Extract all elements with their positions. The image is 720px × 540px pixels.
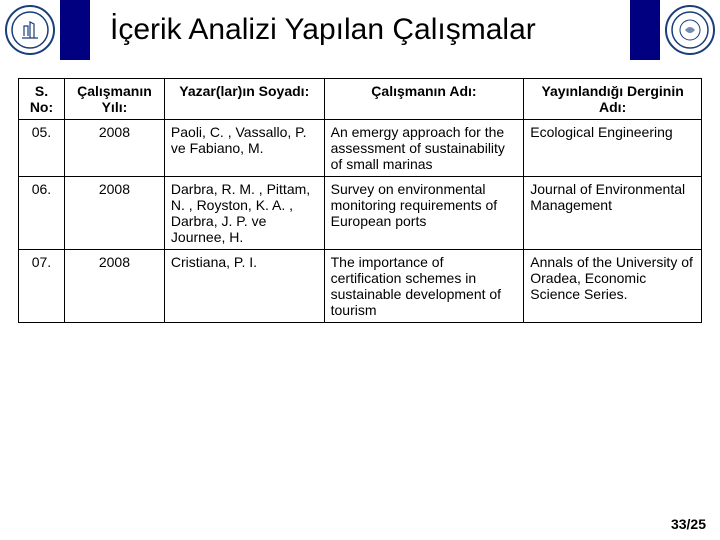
table-header-row: S. No: Çalışmanın Yılı: Yazar(lar)ın Soy… [19,79,702,120]
cell-sno: 06. [19,177,65,250]
table-row: 07. 2008 Cristiana, P. I. The importance… [19,250,702,323]
logo-left [0,0,60,60]
header-year: Çalışmanın Yılı: [64,79,164,120]
cell-study: The importance of certification schemes … [324,250,524,323]
studies-table: S. No: Çalışmanın Yılı: Yazar(lar)ın Soy… [18,78,702,323]
cell-year: 2008 [64,177,164,250]
page-number: 33/25 [671,516,706,532]
header-sno: S. No: [19,79,65,120]
logo-right [660,0,720,60]
cell-journal: Ecological Engineering [524,120,702,177]
header-bar: İçerik Analizi Yapılan Çalışmalar [0,0,720,60]
header-authors: Yazar(lar)ın Soyadı: [164,79,324,120]
title-container: İçerik Analizi Yapılan Çalışmalar [90,0,630,60]
university-logo-left-icon [5,5,55,55]
cell-journal: Annals of the University of Oradea, Econ… [524,250,702,323]
cell-authors: Darbra, R. M. , Pittam, N. , Royston, K.… [164,177,324,250]
university-logo-right-icon [665,5,715,55]
cell-authors: Paoli, C. , Vassallo, P. ve Fabiano, M. [164,120,324,177]
header-journal: Yayınlandığı Derginin Adı: [524,79,702,120]
cell-sno: 07. [19,250,65,323]
cell-study: An emergy approach for the assessment of… [324,120,524,177]
header-study: Çalışmanın Adı: [324,79,524,120]
page-title: İçerik Analizi Yapılan Çalışmalar [110,13,536,47]
table-row: 06. 2008 Darbra, R. M. , Pittam, N. , Ro… [19,177,702,250]
cell-authors: Cristiana, P. I. [164,250,324,323]
cell-year: 2008 [64,120,164,177]
cell-study: Survey on environmental monitoring requi… [324,177,524,250]
table-row: 05. 2008 Paoli, C. , Vassallo, P. ve Fab… [19,120,702,177]
cell-year: 2008 [64,250,164,323]
cell-journal: Journal of Environmental Management [524,177,702,250]
cell-sno: 05. [19,120,65,177]
table-container: S. No: Çalışmanın Yılı: Yazar(lar)ın Soy… [0,60,720,323]
